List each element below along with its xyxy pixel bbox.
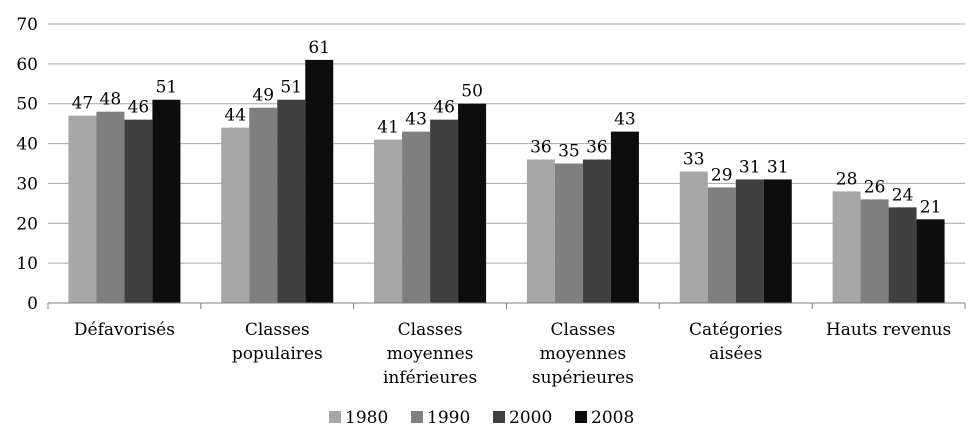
y-tick-label: 10 [16, 254, 38, 274]
data-label: 31 [739, 157, 761, 177]
data-label: 36 [530, 138, 552, 158]
legend-swatch-1980 [329, 411, 341, 423]
data-label: 28 [836, 169, 858, 189]
data-label: 29 [711, 165, 733, 185]
y-tick-label: 40 [16, 135, 38, 155]
bar-2008-1 [305, 59, 334, 303]
bar-1980-5 [832, 191, 861, 303]
bar-1990-0 [96, 111, 125, 303]
data-labels: 47 48 46 51 44 49 51 61 41 43 46 50 36 35 36 43 33 29 31 31… [72, 38, 942, 217]
y-tick-label: 0 [27, 294, 38, 314]
category-label: Hauts revenus [826, 320, 951, 340]
bar-1980-2 [374, 139, 403, 303]
category-labels: Défavorisés Classes populaires Classes moyen… [74, 320, 951, 388]
y-tick-label: 70 [16, 15, 38, 35]
category-label: populaires [232, 344, 323, 364]
data-label: 50 [461, 82, 483, 102]
data-label: 43 [614, 110, 636, 130]
category-label: moyennes [540, 344, 627, 364]
category-label: Classes [245, 320, 310, 340]
legend-label: 1980 [345, 408, 388, 428]
category-label: moyennes [387, 344, 474, 364]
bar-1990-1 [249, 107, 278, 303]
category-label: supérieures [532, 368, 634, 388]
data-label: 41 [377, 118, 399, 138]
legend-swatch-1990 [411, 411, 423, 423]
bars [68, 59, 945, 304]
legend: 1980 1990 2000 2008 [329, 408, 634, 428]
y-tick-label: 60 [16, 55, 38, 75]
y-tick-label: 50 [16, 95, 38, 115]
legend-swatch-2008 [575, 411, 587, 423]
bar-2000-2 [430, 119, 459, 304]
data-label: 49 [252, 86, 274, 106]
legend-label: 2000 [509, 408, 552, 428]
x-axis [47, 302, 966, 309]
data-label: 26 [864, 177, 886, 197]
legend-swatch-2000 [493, 411, 505, 423]
bar-2000-4 [735, 179, 764, 303]
bar-2000-1 [277, 99, 306, 303]
data-label: 24 [892, 185, 914, 205]
data-label: 43 [405, 110, 427, 130]
data-label: 46 [433, 98, 455, 118]
data-label: 51 [156, 78, 178, 98]
category-label: inférieures [383, 368, 477, 388]
data-label: 36 [586, 138, 608, 158]
data-label: 51 [280, 78, 302, 98]
bar-2008-3 [610, 131, 639, 303]
bar-1990-3 [554, 163, 583, 303]
category-label: Catégories [689, 320, 783, 340]
data-label: 46 [128, 98, 150, 118]
bar-2008-2 [458, 103, 487, 303]
data-label: 33 [683, 149, 705, 169]
data-label: 47 [72, 94, 94, 114]
bar-2008-0 [152, 99, 181, 303]
bar-1980-1 [221, 127, 250, 303]
y-tick-label: 30 [16, 174, 38, 194]
data-label: 44 [224, 106, 246, 126]
bar-1990-4 [707, 187, 736, 303]
bar-2000-3 [582, 159, 611, 303]
data-label: 21 [920, 197, 942, 217]
bar-2000-0 [124, 119, 153, 304]
data-label: 31 [767, 157, 789, 177]
category-label: aisées [709, 344, 762, 364]
bar-1980-4 [679, 171, 708, 303]
category-label: Classes [551, 320, 616, 340]
bar-1990-5 [860, 199, 889, 303]
y-tick-label: 20 [16, 214, 38, 234]
bar-2000-5 [888, 207, 917, 303]
bar-1980-3 [526, 159, 555, 303]
gridlines [48, 23, 965, 264]
data-label: 61 [308, 38, 330, 58]
data-label: 35 [558, 142, 580, 162]
y-axis-tick-labels: 0 10 20 30 40 50 60 70 [16, 15, 38, 314]
legend-label: 1990 [427, 408, 470, 428]
bar-2008-5 [916, 219, 945, 303]
category-label: Classes [398, 320, 463, 340]
legend-label: 2008 [591, 408, 634, 428]
data-label: 48 [100, 90, 122, 110]
category-label: Défavorisés [74, 320, 175, 340]
bar-1990-2 [402, 131, 431, 303]
bar-2008-4 [763, 179, 792, 303]
bar-1980-0 [68, 115, 97, 304]
